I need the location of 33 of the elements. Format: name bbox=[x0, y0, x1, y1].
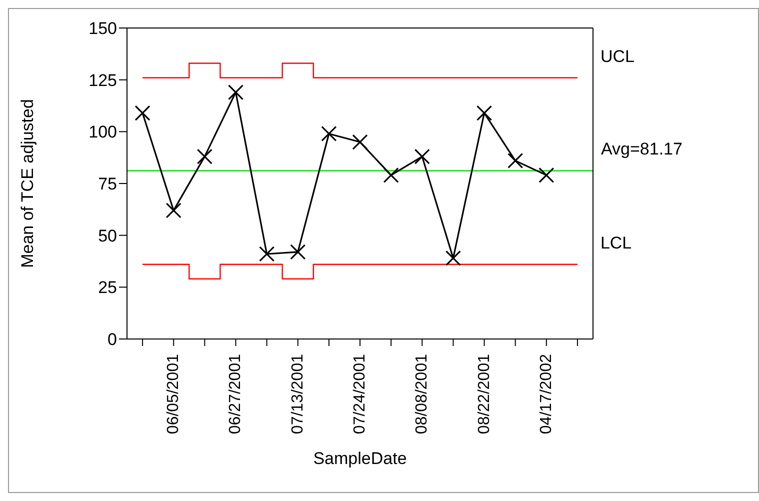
x-tick-label: 07/13/2001 bbox=[289, 354, 306, 434]
point bbox=[228, 84, 244, 100]
x-tick-label: 08/22/2001 bbox=[476, 354, 493, 434]
point bbox=[196, 148, 212, 164]
x-tick-label: 04/17/2002 bbox=[538, 354, 555, 434]
y-tick-label: 25 bbox=[98, 278, 117, 298]
y-axis-title: Mean of TCE adjusted bbox=[18, 99, 38, 268]
point bbox=[476, 105, 492, 121]
y-tick-label: 0 bbox=[108, 330, 117, 350]
point bbox=[508, 152, 524, 168]
y-tick-label: 125 bbox=[88, 70, 117, 90]
series-label: LCL bbox=[600, 233, 632, 252]
point bbox=[259, 246, 275, 262]
y-tick-label: 75 bbox=[98, 174, 117, 194]
series-label: UCL bbox=[600, 46, 634, 66]
point bbox=[383, 167, 399, 184]
point bbox=[134, 105, 150, 121]
ref-line-label: Avg=81.17 bbox=[601, 140, 682, 159]
point bbox=[166, 202, 182, 218]
x-tick-label: 07/24/2001 bbox=[352, 354, 368, 434]
point bbox=[352, 134, 368, 150]
point bbox=[321, 126, 337, 142]
x-tick-label: 08/08/2001 bbox=[414, 354, 431, 434]
x-axis-title: SampleDate bbox=[313, 449, 407, 468]
y-tick-label: 50 bbox=[98, 226, 117, 246]
point bbox=[290, 244, 306, 260]
x-tick-label: 06/05/2001 bbox=[165, 354, 182, 434]
y-tick-label: 100 bbox=[88, 122, 117, 142]
point bbox=[445, 250, 461, 266]
point bbox=[538, 167, 554, 184]
point bbox=[414, 148, 430, 164]
x-tick-label: 06/27/2001 bbox=[227, 354, 244, 434]
y-tick-label: 150 bbox=[88, 19, 117, 38]
